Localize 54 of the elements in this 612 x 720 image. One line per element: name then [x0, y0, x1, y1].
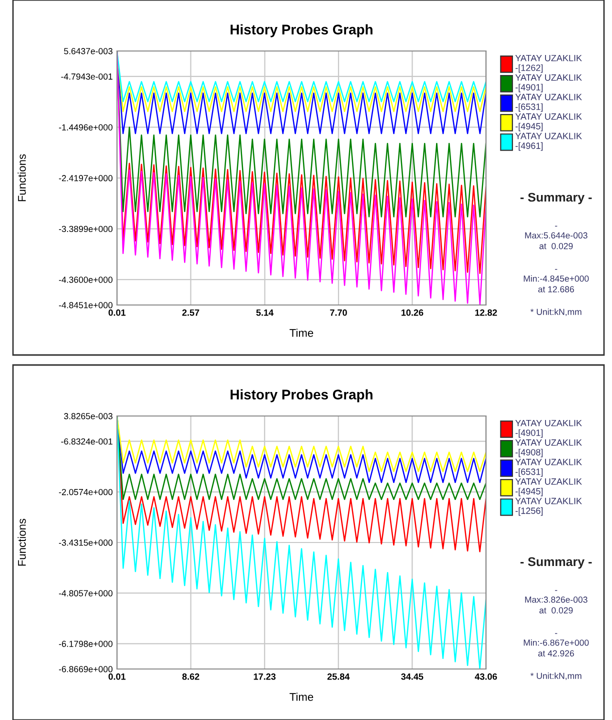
y-tick-label: -2.0574e+000: [58, 488, 112, 496]
legend-label: YATAY UZAKLIK -[6531]: [515, 94, 582, 112]
text: * Unit:kN,mm: [530, 672, 582, 680]
y-axis-title: Functions: [18, 518, 26, 566]
text: -: [555, 633, 558, 634]
text: * Unit:kN,mm: [530, 308, 582, 316]
y-tick-label: -4.8057e+000: [58, 590, 112, 596]
legend-label: YATAY UZAKLIK -[4901]: [515, 74, 582, 92]
y-tick-label: -6.8669e+000: [58, 666, 112, 672]
text: -: [555, 226, 558, 227]
x-axis-title: Time: [290, 692, 314, 701]
text: - Summary -: [520, 557, 592, 569]
x-tick-label: 7.70: [330, 309, 347, 316]
legend-label: YATAY UZAKLIK -[4961]: [515, 132, 582, 151]
legend-label: YATAY UZAKLIK -[4945]: [515, 113, 582, 132]
x-tick-label: 12.82: [475, 309, 497, 316]
y-tick-label: -4.7943e-001: [61, 73, 112, 80]
y-tick-label: -1.4496e+000: [58, 124, 112, 130]
x-tick-label: 10.26: [402, 309, 424, 316]
x-tick-label: 17.23: [254, 673, 276, 680]
text: Max:3.826e-003 at 0.029: [525, 596, 588, 614]
y-tick-label: -6.8324e-001: [61, 438, 112, 445]
x-tick-label: 34.45: [401, 673, 424, 680]
y-tick-label: -3.4315e+000: [58, 540, 112, 546]
y-tick-label: 5.6437e-003: [64, 48, 112, 54]
y-tick-label: 3.8265e-003: [64, 413, 112, 420]
chart-title: History Probes Graph: [230, 389, 372, 402]
legend-label: YATAY UZAKLIK -[4945]: [515, 478, 582, 496]
text: -: [555, 590, 558, 591]
x-tick-label: 8.62: [182, 673, 200, 680]
legend-label: YATAY UZAKLIK -[1256]: [515, 498, 582, 516]
x-tick-label: 2.57: [182, 309, 200, 316]
text: -: [555, 269, 558, 270]
legend-label: YATAY UZAKLIK -[4908]: [515, 439, 582, 458]
y-axis-title: Functions: [18, 154, 26, 202]
text: Min:-4.845e+000 at 12.686: [524, 275, 589, 292]
x-tick-label: 0.01: [108, 673, 126, 680]
x-tick-label: 5.14: [256, 310, 274, 316]
x-tick-label: 25.84: [327, 673, 350, 680]
text: Min:-6.867e+000 at 42.926: [524, 639, 589, 656]
text: Max:5.644e-003 at 0.029: [525, 232, 588, 250]
legend-label: YATAY UZAKLIK -[4901]: [515, 420, 582, 438]
legend-label: YATAY UZAKLIK -[6531]: [515, 458, 582, 477]
y-tick-label: -3.3899e+000: [58, 226, 112, 232]
chart-title: History Probes Graph: [230, 24, 372, 38]
x-tick-label: 43.06: [474, 673, 497, 680]
x-tick-label: 0.01: [108, 309, 126, 316]
y-tick-label: -2.4197e+000: [58, 175, 112, 182]
y-tick-label: -4.8451e+000: [58, 302, 112, 308]
text: - Summary -: [520, 192, 592, 204]
legend-label: YATAY UZAKLIK -[1262]: [515, 54, 582, 73]
x-axis-title: Time: [290, 328, 314, 337]
y-tick-label: -4.3600e+000: [58, 276, 112, 283]
y-tick-label: -6.1798e+000: [58, 640, 112, 647]
